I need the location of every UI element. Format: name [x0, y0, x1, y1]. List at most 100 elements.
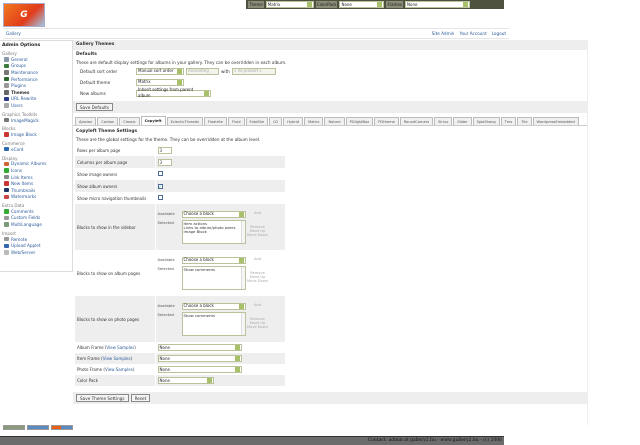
tab-tms[interactable]: Tms — [500, 117, 517, 125]
tab-roundcorners[interactable]: RoundCorners — [399, 117, 434, 125]
tab-classic[interactable]: Classic — [119, 117, 140, 125]
tab-slider[interactable]: Slider — [453, 117, 472, 125]
album-add-button[interactable]: Add — [254, 256, 261, 261]
tab-hybrid[interactable]: Hybrid — [283, 117, 304, 125]
tab-fluid[interactable]: Fluid — [227, 117, 245, 125]
photo-move-up-button[interactable]: Move Up — [249, 320, 266, 325]
sidebar-add-button[interactable]: Add — [254, 210, 261, 215]
album-selected-list[interactable]: Show comments — [181, 265, 246, 290]
scrollbar[interactable] — [240, 220, 245, 243]
photo-frame-samples-link[interactable]: View Samples — [105, 367, 133, 372]
theme-select[interactable]: Matrix — [265, 1, 314, 8]
default-theme-select[interactable]: Matrix — [136, 78, 184, 86]
sidebar-item-icons[interactable]: Icons — [2, 167, 70, 174]
tab-g2[interactable]: G2 — [269, 117, 283, 125]
album-move-down-button[interactable]: Move Down — [247, 279, 268, 284]
tab-siriux[interactable]: Siriux — [434, 117, 453, 125]
photo-selected-list[interactable]: Show comments — [181, 311, 246, 336]
item-frame-select[interactable]: None — [157, 355, 242, 362]
gallery-logo[interactable]: G — [3, 3, 45, 27]
sidebar-item-new-items[interactable]: New Items — [2, 180, 70, 187]
frames-select[interactable]: None — [405, 1, 470, 8]
color-pack-select[interactable]: None — [157, 377, 214, 384]
photo-move-down-button[interactable]: Move Down — [247, 325, 268, 330]
site-admin-link[interactable]: Site Admin — [431, 31, 455, 36]
sidebar-remove-button[interactable]: Remove — [250, 224, 265, 229]
list-item[interactable]: Item actions — [183, 220, 208, 226]
sidebar-item-multilanguage[interactable]: MultiLanguage — [2, 221, 70, 228]
photo-remove-button[interactable]: Remove — [250, 316, 265, 321]
photo-frame-select[interactable]: None — [157, 366, 242, 373]
tab-copyleft[interactable]: Copyleft — [140, 116, 166, 125]
breadcrumb-gallery[interactable]: Gallery — [6, 31, 21, 36]
logout-link[interactable]: Logout — [491, 31, 506, 36]
sidebar-item-users[interactable]: Users — [2, 102, 70, 109]
tab-splashang[interactable]: SplaShang — [472, 117, 500, 125]
sidebar-item-ecard[interactable]: eCard — [2, 146, 70, 153]
sidebar-item-remote[interactable]: Remote — [2, 236, 70, 243]
sidebar-item-upload-applet[interactable]: Upload Applet — [2, 242, 70, 249]
sidebar-item-performance[interactable]: Performance — [2, 76, 70, 83]
sidebar-item-thumbnails[interactable]: Thumbnails — [2, 187, 70, 194]
tab-floatrite[interactable]: Floatrite — [203, 117, 227, 125]
save-defaults-button[interactable]: Save Defaults — [76, 103, 114, 111]
sidebar-item-plugins[interactable]: Plugins — [2, 82, 70, 89]
made-with-gallery-badge[interactable] — [51, 425, 73, 430]
item-frame-samples-link[interactable]: View Samples — [102, 356, 131, 361]
sidebar-item-maintenance[interactable]: Maintenance — [2, 69, 70, 76]
tab-tile[interactable]: Tile — [517, 117, 532, 125]
save-theme-settings-button[interactable]: Save Theme Settings — [76, 394, 129, 402]
presort-select[interactable]: « no presort » — [231, 67, 276, 75]
your-account-link[interactable]: Your Account — [459, 31, 487, 36]
reset-button[interactable]: Reset — [130, 394, 151, 402]
tab-nature[interactable]: Nature — [324, 117, 345, 125]
scrollbar[interactable] — [240, 312, 245, 335]
tab-carbon[interactable]: Carbon — [97, 117, 119, 125]
album-frame-select[interactable]: None — [157, 344, 242, 351]
tab-eclecticthreads[interactable]: EclecticThreads — [166, 117, 203, 125]
list-item[interactable]: Show comments — [183, 266, 215, 272]
sidebar-item-dynamic-albums[interactable]: Dynamic Albums — [2, 161, 70, 168]
photo-available-select[interactable]: Choose a block — [181, 302, 246, 310]
sidebar-item-comments[interactable]: Comments — [2, 208, 70, 215]
tab-pgtheme[interactable]: PGtheme — [374, 117, 399, 125]
album-move-up-button[interactable]: Move Up — [249, 274, 266, 279]
list-item[interactable]: Links to album/photo peers — [183, 224, 236, 230]
sidebar-item-watermarks[interactable]: Watermarks — [2, 194, 70, 201]
sidebar-selected-list[interactable]: Item actions Links to album/photo peers Im… — [181, 219, 246, 244]
sidebar-item-web-server[interactable]: Web/Server — [2, 249, 70, 256]
scrollbar[interactable] — [240, 266, 245, 289]
columns-input[interactable]: 3 — [157, 158, 172, 166]
sidebar-item-groups[interactable]: Groups — [2, 63, 70, 70]
sidebar-available-select[interactable]: Choose a block — [181, 210, 246, 218]
tab-pglightbox[interactable]: PGlightBox — [345, 117, 374, 125]
sidebar-item-link-items[interactable]: Link Items — [2, 174, 70, 181]
sidebar-item-themes[interactable]: Themes — [2, 89, 70, 96]
album-frame-samples-link[interactable]: View Samples — [106, 345, 135, 350]
new-albums-select[interactable]: Inherit settings from parent album — [136, 87, 211, 98]
tab-matrix[interactable]: Matrix — [304, 117, 324, 125]
tab-fotosite[interactable]: FotoSite — [245, 117, 269, 125]
list-item[interactable]: Image Block — [183, 229, 207, 235]
tab-wordpressembedded[interactable]: WordpressEmbedded — [532, 117, 579, 125]
sidebar-item-image-block[interactable]: Image Block — [2, 131, 70, 138]
rows-input[interactable]: 3 — [157, 146, 172, 154]
tab-ajaxian[interactable]: Ajaxian — [75, 117, 97, 125]
album-owners-checkbox[interactable]: ✓ — [157, 183, 163, 189]
xhtml-badge[interactable] — [3, 425, 25, 430]
sidebar-item-general[interactable]: General — [2, 56, 70, 63]
gallery2-badge[interactable] — [27, 425, 49, 430]
album-remove-button[interactable]: Remove — [250, 270, 265, 275]
sidebar-item-custom-fields[interactable]: Custom Fields — [2, 215, 70, 222]
list-item[interactable]: Show comments — [183, 312, 215, 318]
sidebar-item-imagemagick[interactable]: ImageMagick — [2, 117, 70, 124]
sidebar-move-down-button[interactable]: Move Down — [247, 233, 268, 238]
sidebar-move-up-button[interactable]: Move Up — [249, 228, 266, 233]
album-available-select[interactable]: Choose a block — [181, 256, 246, 264]
sort-order-select[interactable]: Manual sort order — [136, 67, 184, 75]
micro-nav-checkbox[interactable] — [157, 195, 163, 200]
sort-direction-select[interactable]: Ascending — [186, 67, 219, 75]
colorpack-select[interactable]: None — [339, 1, 385, 8]
sidebar-item-url-rewrite[interactable]: URL Rewrite — [2, 96, 70, 103]
photo-add-button[interactable]: Add — [254, 302, 261, 307]
